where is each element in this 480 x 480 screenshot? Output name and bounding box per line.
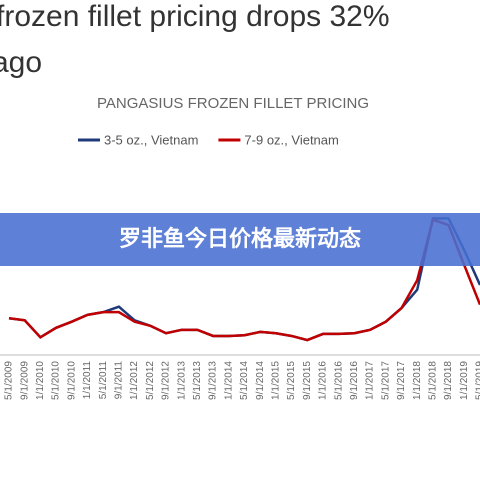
x-tick-label: 1/1/2010 (35, 361, 46, 400)
x-tick-label: 9/1/2009 (19, 361, 30, 400)
legend-label: 3-5 oz., Vietnam (104, 132, 198, 147)
x-tick-label: 9/1/2010 (66, 361, 77, 400)
x-tick-label: 5/1/2017 (380, 361, 391, 400)
x-tick-label: 9/1/2014 (255, 361, 266, 400)
x-tick-label: 5/1/2009 (4, 361, 15, 400)
legend-label: 7-9 oz., Vietnam (244, 132, 338, 147)
x-tick-label: 9/1/2012 (161, 361, 172, 400)
plot: 3-5 oz., Vietnam 7-9 oz., Vietnam 5/1/2009… (0, 132, 480, 400)
x-tick-label: 5/1/2019 (475, 361, 480, 400)
x-tick-label: 5/1/2013 (192, 361, 203, 400)
x-tick-label: 5/1/2010 (51, 361, 62, 400)
x-tick-label: 5/1/2016 (333, 361, 344, 400)
x-tick-label: 5/1/2014 (239, 361, 250, 400)
x-tick-label: 9/1/2015 (302, 361, 313, 400)
chart-title: PANGASIUS FROZEN FILLET PRICING (97, 95, 369, 112)
x-tick-label: 5/1/2012 (145, 361, 156, 400)
headline: ago (0, 46, 42, 79)
x-tick-label: 1/1/2011 (82, 361, 93, 400)
banner (0, 213, 480, 266)
x-tick-label: 9/1/2011 (114, 361, 125, 400)
x-tick-label: 9/1/2017 (396, 361, 407, 400)
x-tick-label: 5/1/2011 (98, 361, 109, 400)
x-tick-label: 5/1/2018 (428, 361, 439, 400)
x-tick-label: 5/1/2015 (286, 361, 297, 400)
x-tick-label: 9/1/2018 (443, 361, 454, 400)
headline: frozen fillet pricing drops 32% (0, 0, 390, 33)
series-line (8, 218, 480, 342)
x-tick-label: 1/1/2018 (412, 361, 423, 400)
x-tick-label: 1/1/2016 (318, 361, 329, 400)
x-tick-label: 1/1/2013 (176, 361, 187, 400)
x-tick-label: 1/1/2017 (365, 361, 376, 400)
banner-text: 罗非鱼今日价格最新动态 (119, 226, 361, 251)
x-tick-label: 9/1/2013 (208, 361, 219, 400)
x-tick-label: 1/1/2015 (271, 361, 282, 400)
x-tick-label: 1/1/2019 (459, 361, 470, 400)
x-tick-label: 9/1/2016 (349, 361, 360, 400)
x-tick-label: 1/1/2014 (223, 361, 234, 400)
x-tick-label: 1/1/2012 (129, 361, 140, 400)
